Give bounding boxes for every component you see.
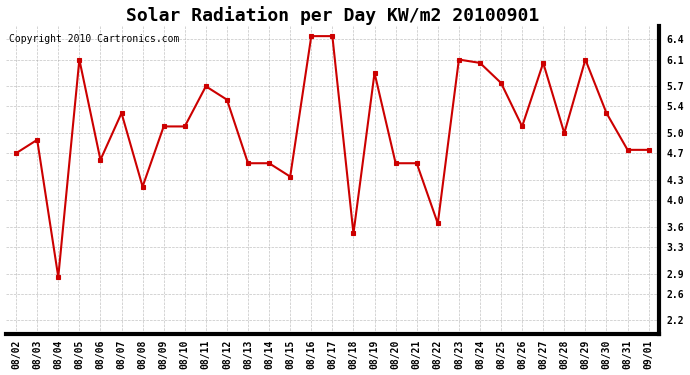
Text: Copyright 2010 Cartronics.com: Copyright 2010 Cartronics.com bbox=[9, 34, 179, 44]
Title: Solar Radiation per Day KW/m2 20100901: Solar Radiation per Day KW/m2 20100901 bbox=[126, 6, 539, 24]
